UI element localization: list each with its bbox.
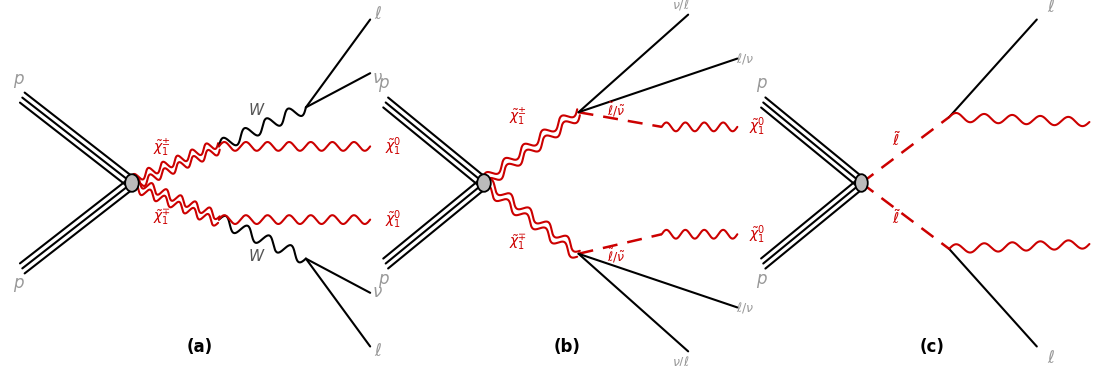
Text: $\tilde{\chi}_1^{\mp}$: $\tilde{\chi}_1^{\mp}$ — [153, 207, 171, 227]
Text: $p$: $p$ — [378, 76, 390, 94]
Text: $\tilde{\ell}/\tilde{\nu}$: $\tilde{\ell}/\tilde{\nu}$ — [607, 101, 626, 119]
Text: $\tilde{\chi}_1^0$: $\tilde{\chi}_1^0$ — [749, 223, 765, 246]
Text: $p$: $p$ — [755, 76, 767, 94]
Text: $\nu/\ell$: $\nu/\ell$ — [672, 354, 689, 366]
Text: $\ell$: $\ell$ — [374, 343, 381, 360]
Text: $W$: $W$ — [248, 248, 265, 264]
Text: $\tilde{\chi}_1^0$: $\tilde{\chi}_1^0$ — [386, 208, 402, 231]
Text: $\ell/\nu$: $\ell/\nu$ — [735, 51, 754, 66]
Text: (a): (a) — [187, 338, 213, 356]
Circle shape — [125, 174, 139, 192]
Text: $p$: $p$ — [378, 272, 390, 290]
Text: $\ell$: $\ell$ — [1047, 350, 1054, 366]
Text: $\tilde{\chi}_1^{\pm}$: $\tilde{\chi}_1^{\pm}$ — [153, 138, 171, 160]
Text: $\tilde{\chi}_1^0$: $\tilde{\chi}_1^0$ — [386, 135, 402, 158]
Text: $\nu/\ell$: $\nu/\ell$ — [672, 0, 689, 12]
Text: $\ell$: $\ell$ — [374, 6, 381, 23]
Circle shape — [477, 174, 491, 192]
Text: $\tilde{\ell}/\tilde{\nu}$: $\tilde{\ell}/\tilde{\nu}$ — [607, 247, 626, 265]
Text: $\nu$: $\nu$ — [373, 284, 384, 301]
Text: $p$: $p$ — [755, 272, 767, 290]
Text: $p$: $p$ — [12, 71, 24, 90]
Circle shape — [855, 174, 868, 192]
Text: (b): (b) — [553, 338, 581, 356]
Text: $\ell/\nu$: $\ell/\nu$ — [735, 300, 754, 315]
Text: $\tilde{\chi}_1^0$: $\tilde{\chi}_1^0$ — [749, 116, 765, 138]
Text: $\tilde{\chi}_1^{\mp}$: $\tilde{\chi}_1^{\mp}$ — [509, 232, 527, 251]
Text: $\ell$: $\ell$ — [1047, 0, 1054, 16]
Text: $\nu$: $\nu$ — [373, 70, 384, 87]
Text: $\tilde{\chi}_1^{\pm}$: $\tilde{\chi}_1^{\pm}$ — [509, 107, 527, 128]
Text: $W$: $W$ — [248, 102, 265, 118]
Text: $\tilde{\ell}$: $\tilde{\ell}$ — [892, 208, 901, 227]
Text: $p$: $p$ — [12, 276, 24, 295]
Text: $\tilde{\ell}$: $\tilde{\ell}$ — [892, 130, 901, 149]
Text: (c): (c) — [920, 338, 944, 356]
